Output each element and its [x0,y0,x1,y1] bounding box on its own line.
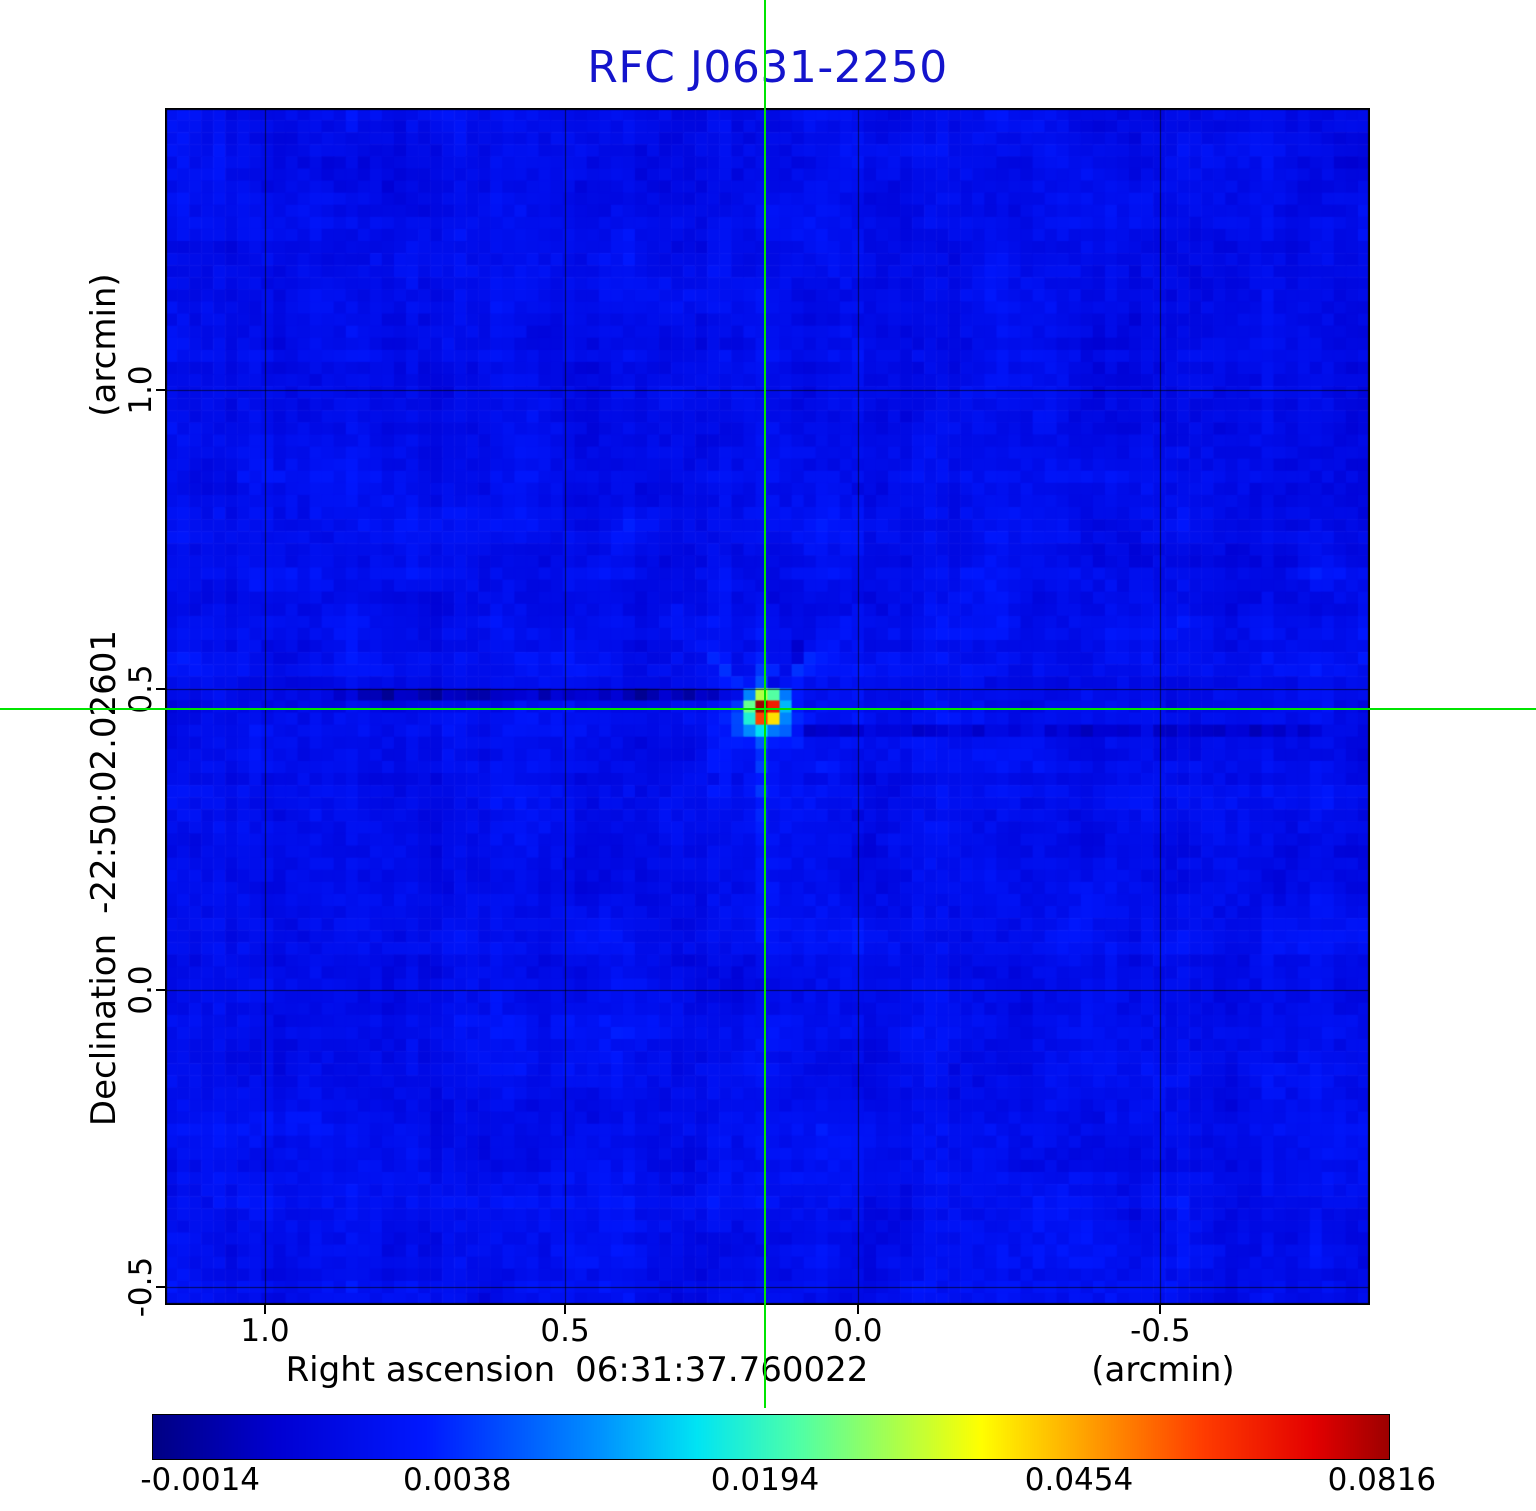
x-axis-unit-label: (arcmin) [1091,1350,1235,1390]
y-tick-label: 0.0 [123,965,159,1015]
x-tick-mark [564,1305,567,1314]
colorbar [152,1414,1390,1460]
colorbar-tick-label: 0.0194 [710,1462,820,1498]
y-axis-coordinate: -22:50:02.02601 [84,629,124,914]
x-tick-label: 0.5 [540,1313,590,1349]
x-axis-coordinate: 06:31:37.760022 [575,1350,869,1390]
x-tick-mark [1159,1305,1162,1314]
x-axis-label: Right ascension 06:31:37.760022 [286,1350,869,1390]
y-tick-label: -0.5 [123,1256,159,1318]
y-tick-mark [156,1286,165,1289]
y-tick-mark [156,989,165,992]
y-axis-label: Declination -22:50:02.02601 [84,630,124,1126]
x-tick-label: 1.0 [240,1313,290,1349]
y-tick-mark [156,389,165,392]
x-tick-mark [856,1305,859,1314]
colorbar-tick-label: 0.0816 [1327,1462,1437,1498]
colorbar-tick-label: -0.0014 [140,1462,261,1498]
y-tick-mark [156,687,165,690]
sky-map-heatmap [165,108,1370,1305]
y-tick-label: 1.0 [123,365,159,416]
colorbar-tick-label: 0.0038 [403,1462,512,1498]
y-axis-name: Declination [84,933,124,1127]
y-tick-label: 0.5 [123,663,159,714]
figure-title: RFC J0631-2250 [587,42,948,93]
crosshair-vertical-line [764,0,767,1408]
colorbar-tick-label: 0.0454 [1024,1462,1134,1498]
y-axis-unit-label: (arcmin) [84,273,124,417]
crosshair-horizontal-line [0,707,1536,710]
x-tick-label: -0.5 [1130,1313,1191,1349]
x-axis-name: Right ascension [285,1350,556,1390]
x-tick-label: 0.0 [833,1313,883,1349]
x-tick-mark [264,1305,266,1314]
